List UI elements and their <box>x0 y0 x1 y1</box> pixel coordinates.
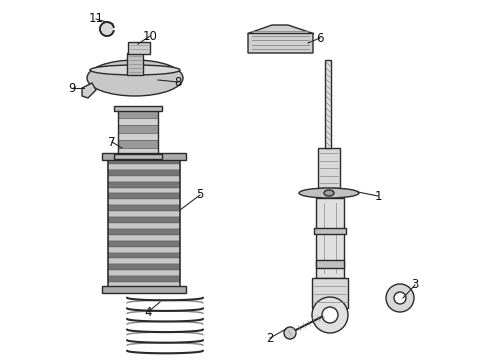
Circle shape <box>284 327 296 339</box>
Circle shape <box>322 307 338 323</box>
Circle shape <box>394 292 406 304</box>
Bar <box>114 106 162 111</box>
Bar <box>114 154 162 159</box>
Bar <box>108 253 180 258</box>
Text: 6: 6 <box>316 31 324 45</box>
Bar <box>108 258 180 264</box>
Text: 2: 2 <box>266 332 274 345</box>
Bar <box>314 228 346 234</box>
Bar <box>108 264 180 270</box>
Bar <box>108 205 180 211</box>
Bar <box>316 260 344 268</box>
Bar <box>108 223 180 229</box>
Circle shape <box>386 284 414 312</box>
Bar <box>108 282 180 288</box>
Bar <box>108 229 180 235</box>
Bar <box>108 182 180 188</box>
Bar <box>108 199 180 205</box>
Bar <box>108 193 180 199</box>
Bar <box>108 158 180 288</box>
Text: 10: 10 <box>143 30 157 42</box>
Bar <box>102 286 186 293</box>
Bar <box>108 164 180 170</box>
Text: 7: 7 <box>108 135 116 148</box>
Ellipse shape <box>324 190 334 196</box>
Polygon shape <box>82 83 96 98</box>
Text: 5: 5 <box>196 189 204 202</box>
Text: 11: 11 <box>89 13 103 26</box>
Bar <box>108 270 180 276</box>
Text: 8: 8 <box>174 76 182 89</box>
Circle shape <box>312 297 348 333</box>
Bar <box>118 125 158 132</box>
Bar <box>108 241 180 247</box>
Bar <box>108 235 180 241</box>
Bar <box>118 140 158 148</box>
Bar <box>108 276 180 282</box>
Bar <box>118 110 158 155</box>
Text: 4: 4 <box>144 306 152 319</box>
Bar <box>108 217 180 223</box>
Bar <box>108 211 180 217</box>
Bar <box>108 247 180 253</box>
Ellipse shape <box>299 188 359 198</box>
Text: 1: 1 <box>374 189 382 202</box>
Bar <box>312 278 348 308</box>
Bar <box>108 188 180 193</box>
Bar <box>118 132 158 140</box>
Bar <box>316 198 344 278</box>
Bar <box>118 110 158 117</box>
Bar <box>128 42 150 54</box>
Bar <box>108 158 180 164</box>
Bar <box>118 148 158 155</box>
Text: 9: 9 <box>68 81 76 94</box>
Text: 3: 3 <box>411 279 418 292</box>
Bar <box>318 148 340 188</box>
Bar <box>108 176 180 182</box>
Bar <box>325 60 331 148</box>
Ellipse shape <box>100 22 114 36</box>
Bar <box>102 153 186 160</box>
Ellipse shape <box>90 65 180 75</box>
Bar <box>118 117 158 125</box>
Bar <box>127 53 143 75</box>
Ellipse shape <box>87 60 183 96</box>
Polygon shape <box>248 25 313 53</box>
Bar <box>108 170 180 176</box>
